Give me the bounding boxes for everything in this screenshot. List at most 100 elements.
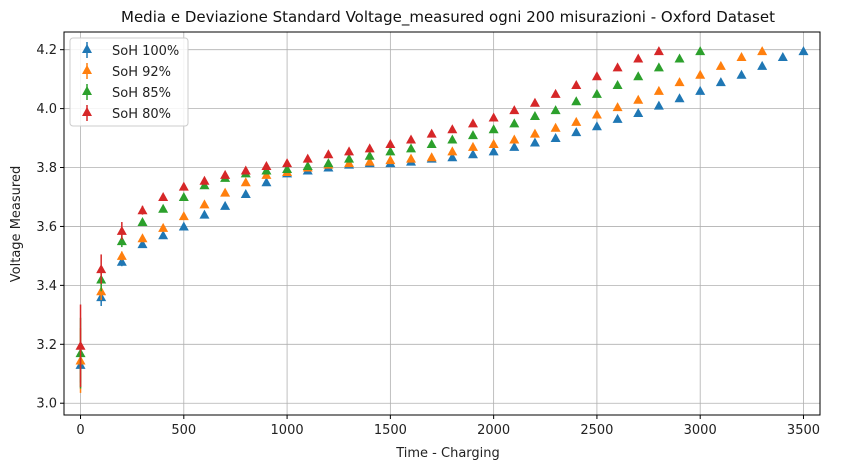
data-point (612, 102, 623, 112)
data-point (199, 199, 210, 209)
data-point (633, 71, 644, 81)
data-point (777, 52, 788, 62)
data-point (715, 60, 726, 70)
data-point (757, 46, 768, 56)
data-point (571, 127, 582, 137)
data-point (509, 141, 520, 151)
data-point (282, 158, 293, 168)
x-tick-label: 2500 (580, 423, 613, 438)
data-point (323, 158, 334, 168)
data-point (612, 113, 623, 123)
data-point (529, 97, 540, 107)
data-point (261, 161, 272, 171)
data-point (715, 77, 726, 87)
data-point (178, 211, 189, 221)
legend-label: SoH 92% (112, 65, 171, 80)
legend-label: SoH 100% (112, 44, 179, 59)
data-point (653, 62, 664, 72)
data-point (364, 143, 375, 153)
data-point (467, 141, 478, 151)
plot-area (75, 46, 809, 393)
data-point (653, 100, 664, 110)
data-point (550, 105, 561, 115)
data-point (633, 94, 644, 104)
data-point (302, 161, 313, 171)
y-tick-label: 4.0 (36, 102, 57, 117)
data-point (240, 189, 251, 199)
data-point (75, 340, 86, 350)
data-point (137, 239, 148, 249)
data-point (571, 96, 582, 106)
x-tick-label: 2000 (477, 423, 510, 438)
data-point (674, 53, 685, 63)
data-point (488, 112, 499, 122)
data-point (137, 233, 148, 243)
data-point (736, 69, 747, 79)
data-point (158, 230, 169, 240)
data-point (364, 150, 375, 160)
data-point (633, 53, 644, 63)
series-3 (75, 46, 664, 388)
data-point (571, 80, 582, 90)
legend-label: SoH 80% (112, 107, 171, 122)
data-point (591, 109, 602, 119)
data-point (158, 222, 169, 232)
data-point (385, 155, 396, 165)
data-point (591, 88, 602, 98)
data-point (467, 149, 478, 159)
data-point (426, 152, 437, 162)
legend-label: SoH 85% (112, 86, 171, 101)
y-tick-label: 4.2 (36, 43, 57, 58)
data-point (385, 146, 396, 156)
data-point (488, 146, 499, 156)
data-point (447, 134, 458, 144)
data-point (488, 124, 499, 134)
data-point (220, 200, 231, 210)
data-point (467, 130, 478, 140)
legend-marker (82, 86, 92, 95)
data-point (426, 138, 437, 148)
data-point (798, 46, 809, 56)
data-point (302, 153, 313, 163)
data-point (199, 175, 210, 185)
data-point (344, 153, 355, 163)
data-point (447, 152, 458, 162)
data-point (116, 225, 127, 235)
data-point (178, 221, 189, 231)
data-point (550, 122, 561, 132)
data-point (529, 137, 540, 147)
data-point (364, 156, 375, 166)
legend-marker (82, 65, 92, 74)
data-point (633, 108, 644, 118)
data-point (96, 264, 107, 274)
data-point (736, 52, 747, 62)
legend-marker (82, 44, 92, 53)
data-point (674, 93, 685, 103)
data-point (695, 46, 706, 56)
x-tick-label: 500 (171, 423, 196, 438)
data-point (220, 187, 231, 197)
y-tick-label: 3.8 (36, 161, 57, 176)
legend: SoH 100% SoH 92% SoH 85% SoH 80% (69, 37, 189, 127)
data-point (653, 85, 664, 95)
data-point (447, 146, 458, 156)
x-tick-label: 1500 (374, 423, 407, 438)
data-point (261, 177, 272, 187)
data-point (158, 191, 169, 201)
data-point (674, 77, 685, 87)
data-point (426, 128, 437, 138)
data-point (116, 236, 127, 246)
data-point (695, 85, 706, 95)
data-point (344, 146, 355, 156)
axes-frame (63, 31, 821, 416)
data-point (571, 116, 582, 126)
data-point (529, 128, 540, 138)
data-point (323, 149, 334, 159)
x-tick-label: 0 (76, 423, 84, 438)
data-point (591, 121, 602, 131)
data-point (158, 203, 169, 213)
data-point (612, 62, 623, 72)
chart-title: Media e Deviazione Standard Voltage_meas… (121, 8, 775, 27)
data-point (550, 88, 561, 98)
data-point (137, 217, 148, 227)
